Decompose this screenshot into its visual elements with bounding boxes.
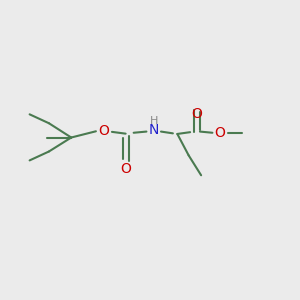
Text: O: O: [98, 124, 110, 138]
Text: O: O: [120, 162, 131, 176]
Text: N: N: [148, 123, 159, 137]
Text: H: H: [149, 116, 158, 126]
Text: O: O: [191, 107, 203, 121]
Text: O: O: [214, 126, 225, 140]
